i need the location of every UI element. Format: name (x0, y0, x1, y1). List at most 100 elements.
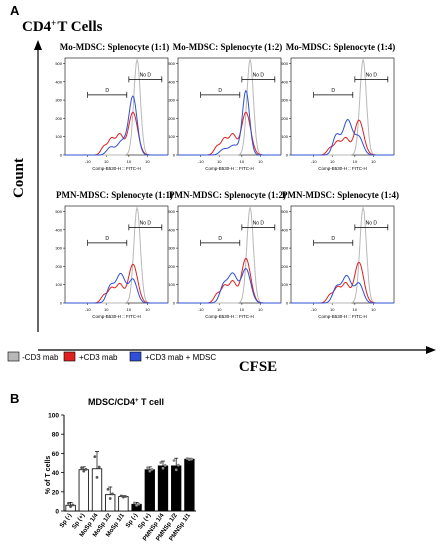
subplot-title: Mo-MDSC: Splenocyte (1:2) (173, 42, 282, 52)
y-tick-label: 300 (55, 98, 62, 103)
bar-y-tick-label: 40 (52, 470, 60, 477)
bar-ylabel: % of T cells (45, 456, 52, 495)
y-tick-label: 100 (168, 134, 175, 139)
data-point (133, 501, 136, 505)
data-point (67, 501, 70, 505)
data-point (124, 495, 127, 498)
x-axis-title: Comp-B530-H :: FITC-H (318, 314, 367, 319)
data-point (177, 463, 180, 467)
gate-d-label: D (331, 88, 335, 94)
data-point (80, 466, 83, 470)
x-tick-label: 10 (330, 307, 335, 312)
gate-d-label: D (105, 236, 109, 242)
y-tick-label: 100 (168, 282, 175, 287)
x-tick-label: 10 (371, 159, 376, 164)
data-point (84, 468, 88, 471)
bar-y-tick-label: 60 (52, 451, 60, 458)
y-tick-label: 400 (55, 79, 62, 84)
y-tick-label: 400 (168, 79, 175, 84)
x-tick-label: 10 (371, 307, 376, 312)
legend-label-gray: -CD3 mab (22, 353, 59, 362)
count-arrow-head (34, 40, 42, 50)
data-point (190, 457, 194, 461)
data-point (111, 492, 114, 496)
curve-blue (178, 89, 281, 156)
bar (91, 468, 103, 512)
x-tick-label: 10 (240, 159, 245, 164)
y-tick-label: 0 (286, 153, 289, 158)
y-tick-label: 200 (281, 264, 288, 269)
histogram-subplot: PMN-MDSC: Splenocyte (1:4) 0 100 200 300 400 5… (281, 190, 399, 319)
legend-swatch-blue (129, 351, 142, 362)
curve-red (291, 261, 394, 304)
y-tick-label: 0 (173, 153, 176, 158)
y-tick-label: 0 (173, 301, 176, 306)
y-tick-label: 500 (55, 61, 62, 66)
subplot-frame (177, 205, 282, 304)
curve-gray (178, 58, 281, 156)
y-tick-label: 0 (60, 301, 63, 306)
x-axis-title: Comp-B530-H :: FITC-H (318, 166, 367, 171)
y-tick-label: 200 (168, 116, 175, 121)
gate-d-label: D (331, 236, 335, 242)
y-tick-label: 400 (168, 227, 175, 232)
data-point (137, 502, 141, 506)
curve-gray (65, 58, 168, 156)
data-point (150, 468, 154, 471)
y-tick-label: 200 (281, 116, 288, 121)
data-point (93, 455, 97, 459)
gate-nod-label: No D (366, 220, 378, 226)
legend: -CD3 mab +CD3 mab +CD3 mab + MDSC (7, 351, 216, 362)
subplot-frame (290, 205, 395, 304)
curve-blue (291, 118, 394, 156)
x-tick-label: 10 (258, 307, 263, 312)
data-point (174, 468, 178, 472)
x-tick-label: -10 (311, 307, 318, 312)
histogram-subplot: Mo-MDSC: Splenocyte (1:4) 0 100 200 300 400 50… (281, 42, 395, 171)
x-tick-label: 10 (330, 159, 335, 164)
y-tick-label: 200 (55, 264, 62, 269)
bar-title-sup: + (135, 398, 139, 404)
data-point (185, 457, 189, 460)
data-point (159, 461, 163, 464)
panel-a-title: CD4+T Cells (22, 18, 103, 35)
data-point (122, 495, 125, 499)
bar (144, 469, 155, 512)
curve-blue (178, 268, 281, 304)
y-tick-label: 200 (55, 116, 62, 121)
y-tick-label: 500 (281, 61, 288, 66)
histogram-subplot: Mo-MDSC: Splenocyte (1:1) 0 100 200 300 400 50… (55, 42, 169, 171)
data-point (95, 476, 99, 479)
cfse-label: CFSE (239, 359, 277, 375)
y-tick-label: 500 (168, 61, 175, 66)
bar-chart-title: MDSC/CD4+ T cell (88, 397, 164, 407)
x-tick-label: -10 (198, 159, 205, 164)
data-point (163, 464, 167, 467)
panel-a-title-sup: + (51, 18, 56, 28)
gate-nod-label: No D (253, 72, 265, 78)
bar-y-tick-label: 0 (55, 509, 59, 516)
legend-label-red: +CD3 mab (79, 353, 118, 362)
bar (184, 458, 195, 512)
y-tick-label: 400 (281, 227, 288, 232)
x-tick-label: -10 (85, 159, 92, 164)
bar-y-tick-label: 80 (52, 432, 60, 439)
x-tick-label: 10 (127, 159, 132, 164)
curve-red (291, 119, 394, 156)
histogram-subplot: PMN-MDSC: Splenocyte (1:2)01002003004005… (168, 190, 286, 319)
count-label: Count (11, 158, 27, 198)
curve-blue (291, 274, 394, 304)
x-tick-label: 10 (217, 159, 222, 164)
y-tick-label: 300 (168, 98, 175, 103)
x-tick-label: 10 (145, 159, 150, 164)
x-tick-label: 10 (145, 307, 150, 312)
subplot-title: PMN-MDSC: Splenocyte (1:4) (282, 190, 399, 200)
panel-a-title-rest: T Cells (57, 19, 102, 35)
data-point (172, 459, 176, 462)
panel-b-label: B (10, 391, 19, 406)
y-tick-label: 100 (281, 134, 288, 139)
subplot-frame (64, 205, 169, 304)
subplot-title: Mo-MDSC: Splenocyte (1:4) (286, 42, 395, 52)
